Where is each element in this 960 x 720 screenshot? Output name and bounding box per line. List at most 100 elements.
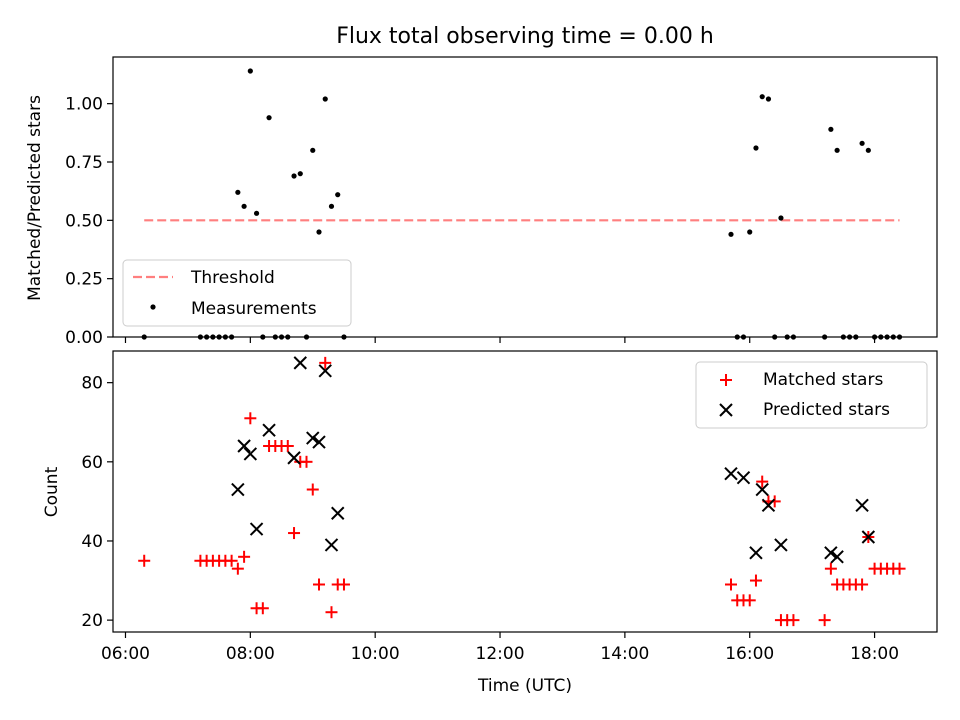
matched-star-point — [306, 483, 319, 496]
matched-star-point — [313, 578, 325, 591]
ratio-legend-box — [122, 259, 352, 327]
matched-star-point — [281, 439, 294, 452]
matched-star-point — [325, 606, 338, 619]
matched-star-point — [288, 527, 301, 540]
ratio-plot-area — [141, 68, 903, 340]
measurement-point — [765, 96, 772, 102]
matched-star-point — [756, 475, 769, 488]
matched-star-point — [743, 594, 756, 607]
count-panel: Count Time (UTC) 20 40 60 80 06:00 08:00 10:00… — [42, 350, 938, 696]
ratio-y-tick-label: 0.00 — [65, 328, 103, 348]
predicted-star-point — [861, 530, 876, 544]
matched-star-point — [231, 562, 244, 575]
y-axis-label-count: Count — [42, 466, 62, 517]
predicted-star-point — [774, 538, 788, 552]
measurement-point — [335, 192, 341, 198]
matched-star-point — [337, 578, 350, 591]
measurement-point — [247, 68, 253, 74]
matched-star-point — [256, 602, 269, 615]
matched-star-point — [238, 550, 251, 563]
measurement-point — [266, 115, 272, 121]
predicted-legend-swatch — [719, 403, 733, 417]
count-ticks: 20 40 60 80 06:00 08:00 10:00 12:00 14:00 16:00 18… — [81, 374, 899, 664]
ratio-panel: Flux total observing time = 0.00 h Match… — [25, 24, 938, 348]
matched-star-point — [824, 562, 837, 575]
matched-star-point — [319, 356, 332, 369]
measurements-legend-swatch — [150, 304, 156, 310]
measurement-point — [297, 171, 303, 177]
measurement-point — [859, 140, 865, 146]
predicted-star-point — [755, 482, 769, 497]
matched-star-point — [244, 412, 257, 425]
measurement-point — [753, 145, 759, 151]
measurement-point — [747, 229, 753, 235]
matched-star-point — [749, 574, 762, 587]
ratio-y-tick-label: 1.00 — [65, 95, 103, 115]
measurement-point — [865, 147, 871, 153]
predicted-star-point — [262, 423, 276, 437]
count-axes-frame — [112, 350, 938, 633]
measurement-point — [828, 126, 834, 132]
legend-measurements-label: Measurements — [191, 299, 317, 319]
count-y-tick-label: 60 — [81, 453, 103, 473]
measurement-point — [253, 210, 260, 216]
count-y-tick-label: 40 — [81, 532, 103, 552]
predicted-star-point — [855, 498, 869, 513]
matched-star-point — [768, 495, 781, 508]
ratio-y-tick-label: 0.75 — [65, 153, 103, 173]
x-tick-label: 14:00 — [600, 644, 649, 664]
x-tick-label: 06:00 — [101, 644, 150, 664]
matched-star-point — [893, 562, 906, 575]
predicted-star-point — [324, 538, 339, 552]
predicted-star-point — [736, 470, 751, 485]
predicted-star-point — [312, 435, 326, 449]
chart-title: Flux total observing time = 0.00 h — [336, 24, 714, 49]
predicted-star-point — [249, 522, 264, 536]
legend-predicted-label: Predicted stars — [763, 400, 890, 420]
predicted-star-point — [761, 498, 776, 513]
measurement-point — [834, 147, 840, 153]
x-tick-label: 12:00 — [476, 644, 525, 664]
legend-matched-label: Matched stars — [763, 370, 883, 390]
x-tick-label: 16:00 — [725, 644, 774, 664]
matched-legend-swatch — [720, 374, 732, 386]
y-axis-label-ratio: Matched/Predicted stars — [25, 95, 45, 301]
predicted-star-point — [243, 447, 258, 461]
matched-star-point — [787, 614, 800, 627]
measurement-point — [728, 231, 734, 237]
legend-threshold-label: Threshold — [190, 268, 275, 288]
x-tick-label: 18:00 — [850, 644, 899, 664]
x-axis-label: Time (UTC) — [477, 676, 572, 696]
ratio-y-tick-label: 0.50 — [65, 211, 103, 231]
predicted-star-point — [824, 546, 838, 560]
matched-star-point — [300, 455, 313, 468]
x-tick-label: 10:00 — [351, 644, 400, 664]
matched-star-point — [818, 614, 831, 627]
matched-star-point — [725, 578, 737, 591]
count-y-tick-label: 20 — [81, 611, 103, 631]
matched-star-point — [138, 554, 151, 567]
predicted-star-point — [331, 506, 345, 520]
count-plot-area — [138, 356, 906, 627]
ratio-legend: Threshold Measurements — [122, 259, 352, 327]
measurement-point — [778, 215, 784, 221]
measurement-point — [322, 96, 328, 102]
matched-star-point — [856, 578, 869, 591]
measurement-point — [235, 189, 241, 195]
count-y-tick-label: 80 — [81, 374, 103, 394]
ratio-ticks: 0.00 0.25 0.50 0.75 1.00 — [65, 95, 876, 348]
measurement-point — [316, 229, 322, 235]
measurement-point — [759, 94, 765, 100]
measurement-point — [310, 147, 316, 153]
ratio-axes-frame — [112, 56, 938, 338]
x-tick-label: 08:00 — [226, 644, 275, 664]
predicted-star-point — [293, 356, 307, 370]
count-legend: Matched stars Predicted stars — [695, 361, 928, 429]
predicted-star-point — [287, 451, 301, 465]
measurement-point — [328, 203, 335, 209]
predicted-star-point — [830, 550, 844, 564]
predicted-star-point — [237, 439, 251, 453]
predicted-star-point — [306, 431, 320, 445]
